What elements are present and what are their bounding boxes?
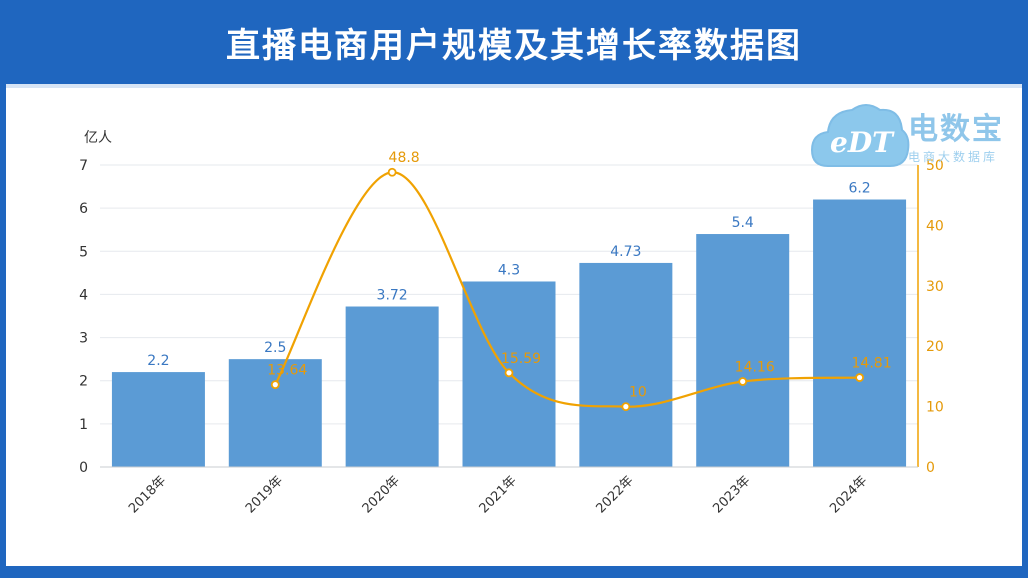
line-point xyxy=(855,373,864,382)
x-tick-label: 2022年 xyxy=(593,473,636,516)
bar xyxy=(579,262,673,467)
brand-logo: eDT 电数宝 电商大数据库 xyxy=(810,96,1020,174)
x-tick-label: 2020年 xyxy=(360,473,403,516)
y-left-tick-label: 0 xyxy=(79,460,88,476)
bar xyxy=(345,306,439,467)
banner-divider xyxy=(0,84,1028,88)
x-tick-label: 2021年 xyxy=(477,473,520,516)
left-border xyxy=(0,84,6,578)
line-point xyxy=(504,368,514,378)
y-left-tick-label: 6 xyxy=(79,201,88,217)
line-point xyxy=(387,167,397,177)
bottom-border xyxy=(0,566,1028,578)
line-point xyxy=(738,377,748,386)
x-tick-label: 2023年 xyxy=(710,473,753,516)
line-value-label: 13.64 xyxy=(267,363,307,379)
x-tick-label: 2018年 xyxy=(126,473,169,516)
title-banner: 直播电商用户规模及其增长率数据图 xyxy=(0,0,1028,84)
right-border xyxy=(1022,84,1028,578)
line-value-label: 14.16 xyxy=(735,359,775,375)
bar xyxy=(111,372,205,467)
y-right-tick-label: 40 xyxy=(926,218,944,234)
y-right-tick-label: 10 xyxy=(926,400,944,416)
bar xyxy=(813,199,907,467)
y-left-tick-label: 7 xyxy=(79,158,88,174)
line-value-label: 48.8 xyxy=(389,150,420,166)
x-tick-label: 2019年 xyxy=(243,473,286,516)
y-right-tick-label: 0 xyxy=(926,460,935,476)
y-left-tick-label: 5 xyxy=(79,244,88,260)
bar-value-label: 2.2 xyxy=(147,353,169,369)
chart-title: 直播电商用户规模及其增长率数据图 xyxy=(226,25,802,66)
line-value-label: 10 xyxy=(629,385,647,401)
y-right-tick-label: 30 xyxy=(926,279,944,295)
bar xyxy=(696,234,790,467)
line-point xyxy=(621,402,631,412)
line-value-label: 14.81 xyxy=(852,356,892,372)
y-left-axis-label: 亿人 xyxy=(84,130,112,146)
line-value-label: 15.59 xyxy=(501,351,541,367)
combo-chart: 0 1 2 3 4 5 6 7 亿人 0 10 20 30 40 50 2.2 2.5 3.72 4.3 4.73 5.… xyxy=(79,130,944,516)
bar xyxy=(228,359,322,467)
bar-value-label: 5.4 xyxy=(732,215,754,231)
bar-value-label: 4.73 xyxy=(610,244,641,260)
y-left-tick-label: 2 xyxy=(79,374,88,390)
x-tick-label: 2024年 xyxy=(827,473,870,516)
line-point xyxy=(270,380,280,390)
logo-subtitle: 电商大数据库 xyxy=(908,150,999,164)
logo-mark: eDT xyxy=(830,126,893,159)
bar-value-label: 3.72 xyxy=(377,288,408,304)
y-left-tick-label: 1 xyxy=(79,417,88,433)
y-left-tick-label: 3 xyxy=(79,331,88,347)
bar-value-label: 4.3 xyxy=(498,262,520,278)
bar-value-label: 6.2 xyxy=(848,181,870,197)
bar-value-label: 2.5 xyxy=(264,340,286,356)
logo-name: 电数宝 xyxy=(908,112,1004,147)
y-right-tick-label: 20 xyxy=(926,339,944,355)
cloud-icon xyxy=(810,104,910,167)
y-left-tick-label: 4 xyxy=(79,287,88,303)
y-right-tick-label: 50 xyxy=(926,158,944,174)
